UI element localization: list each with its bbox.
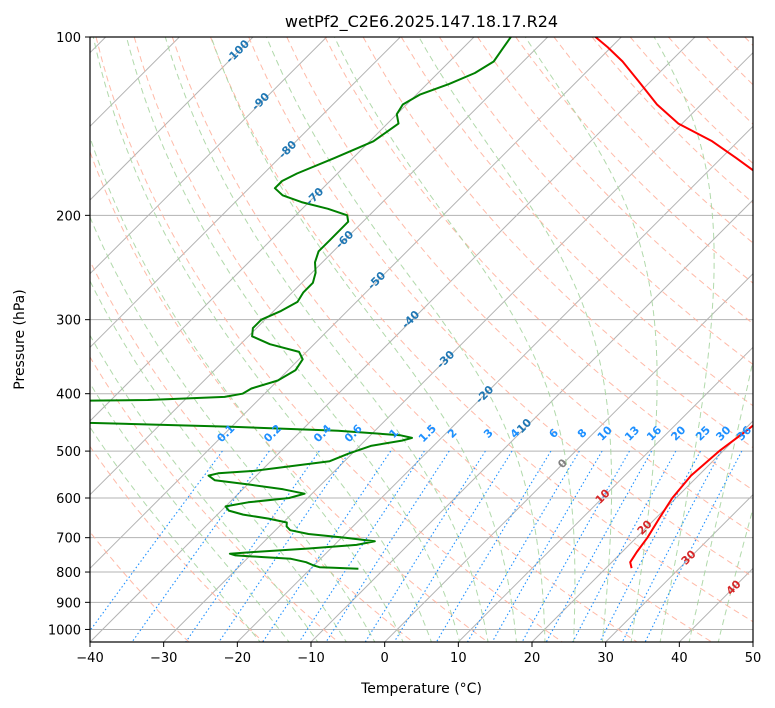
dry-adiabat (324, 37, 753, 491)
mixing-ratio-label: 36 (734, 423, 754, 443)
dry-adiabat (90, 445, 265, 642)
isotherm-line (383, 272, 753, 642)
moist-adiabat (333, 37, 576, 642)
temperature-profile (594, 37, 753, 569)
moist-adiabat (126, 37, 461, 642)
x-tick-label: 10 (450, 651, 467, 666)
y-tick-label: 900 (56, 596, 81, 611)
moist-adiabat (90, 135, 404, 642)
mixing-ratio-line (644, 450, 743, 642)
moist-adiabat (90, 279, 347, 642)
y-tick-label: 500 (56, 445, 81, 460)
isotherm-line (310, 199, 753, 642)
isobar-grid (90, 37, 753, 630)
moist-adiabat (164, 37, 489, 642)
mixing-ratio-line (621, 450, 722, 642)
isotherm-line (90, 37, 328, 275)
moist-adiabat (266, 37, 546, 642)
dry-adiabat (95, 37, 564, 642)
isotherm-line (236, 125, 753, 642)
y-tick-label: 600 (56, 492, 81, 507)
dewpoint-profile (90, 37, 512, 570)
dry-adiabat (477, 37, 753, 325)
y-axis-ticks: 100 200 300 400 500 600 700 800 900 1000 (48, 31, 90, 638)
x-tick-label: 40 (671, 651, 688, 666)
mixing-ratio-line (364, 450, 486, 642)
isotherm-line (162, 51, 753, 642)
moist-adiabat (524, 37, 658, 642)
mixing-ratio-line (262, 450, 392, 642)
y-tick-label: 100 (56, 31, 81, 46)
x-tick-label: 50 (745, 651, 762, 666)
x-tick-label: 0 (381, 651, 389, 666)
isotherm-line (604, 493, 753, 642)
mixing-ratio-line (572, 450, 677, 642)
sounding-series (90, 37, 753, 570)
moist-adiabats (90, 37, 753, 642)
dry-adiabat (90, 259, 414, 642)
moist-adiabat (418, 37, 613, 642)
dry-adiabat (362, 37, 753, 449)
y-tick-label: 200 (56, 209, 81, 224)
moist-adiabat (92, 37, 432, 642)
isotherm-line (90, 37, 696, 642)
dry-adiabat (90, 531, 190, 642)
isotherm-line (90, 37, 549, 496)
mixing-ratio-line (393, 450, 513, 642)
dry-adiabat (210, 37, 753, 623)
moist-adiabat (90, 426, 261, 642)
isotherm-line (531, 420, 753, 642)
isotherm-line (457, 346, 753, 642)
dry-adiabat (286, 37, 753, 534)
moist-adiabat (653, 37, 715, 642)
y-tick-label: 700 (56, 532, 81, 547)
plot-area: -100-90-80-70-60-50-40-30-20-10010203040… (90, 37, 754, 642)
moist-adiabat (90, 382, 290, 642)
dry-adiabat (90, 150, 489, 642)
dry-adiabat (90, 356, 339, 642)
isotherm-line (90, 37, 254, 201)
y-tick-label: 300 (56, 314, 81, 329)
isotherm-grid (90, 37, 753, 642)
y-axis-label: Pressure (hPa) (12, 289, 28, 389)
x-tick-label: −10 (297, 651, 324, 666)
x-axis-ticks: −40 −30 −20 −10 0 10 20 30 40 50 (76, 642, 761, 666)
moist-adiabat (210, 37, 518, 642)
mixing-ratio-line (131, 450, 270, 642)
plot-frame (89, 36, 754, 643)
x-tick-label: 20 (524, 651, 541, 666)
y-tick-label: 400 (56, 388, 81, 403)
mixing-ratio-line (298, 450, 425, 642)
dry-adiabat (171, 37, 713, 642)
x-tick-label: −40 (76, 651, 103, 666)
moist-adiabat (90, 215, 376, 642)
mixing-ratio-line (491, 450, 603, 642)
dry-adiabat (133, 37, 638, 642)
dry-adiabat (248, 37, 753, 578)
y-tick-label: 800 (56, 566, 81, 581)
chart-title: wetPf2_C2E6.2025.147.18.17.R24 (285, 12, 558, 32)
mixing-ratio-line (466, 450, 580, 642)
isotherm-line (90, 37, 622, 570)
x-tick-label: −20 (224, 651, 251, 666)
x-tick-label: 30 (597, 651, 614, 666)
x-axis-label: Temperature (°C) (360, 681, 482, 697)
x-tick-label: −30 (150, 651, 177, 666)
mixing-ratio-line (325, 450, 450, 642)
moist-adiabat (688, 358, 753, 642)
mixing-ratio-lines (90, 450, 743, 642)
y-tick-label: 1000 (48, 623, 81, 638)
isotherm-line (90, 37, 475, 422)
moist-adiabat (717, 506, 753, 642)
moist-adiabat (90, 334, 319, 642)
